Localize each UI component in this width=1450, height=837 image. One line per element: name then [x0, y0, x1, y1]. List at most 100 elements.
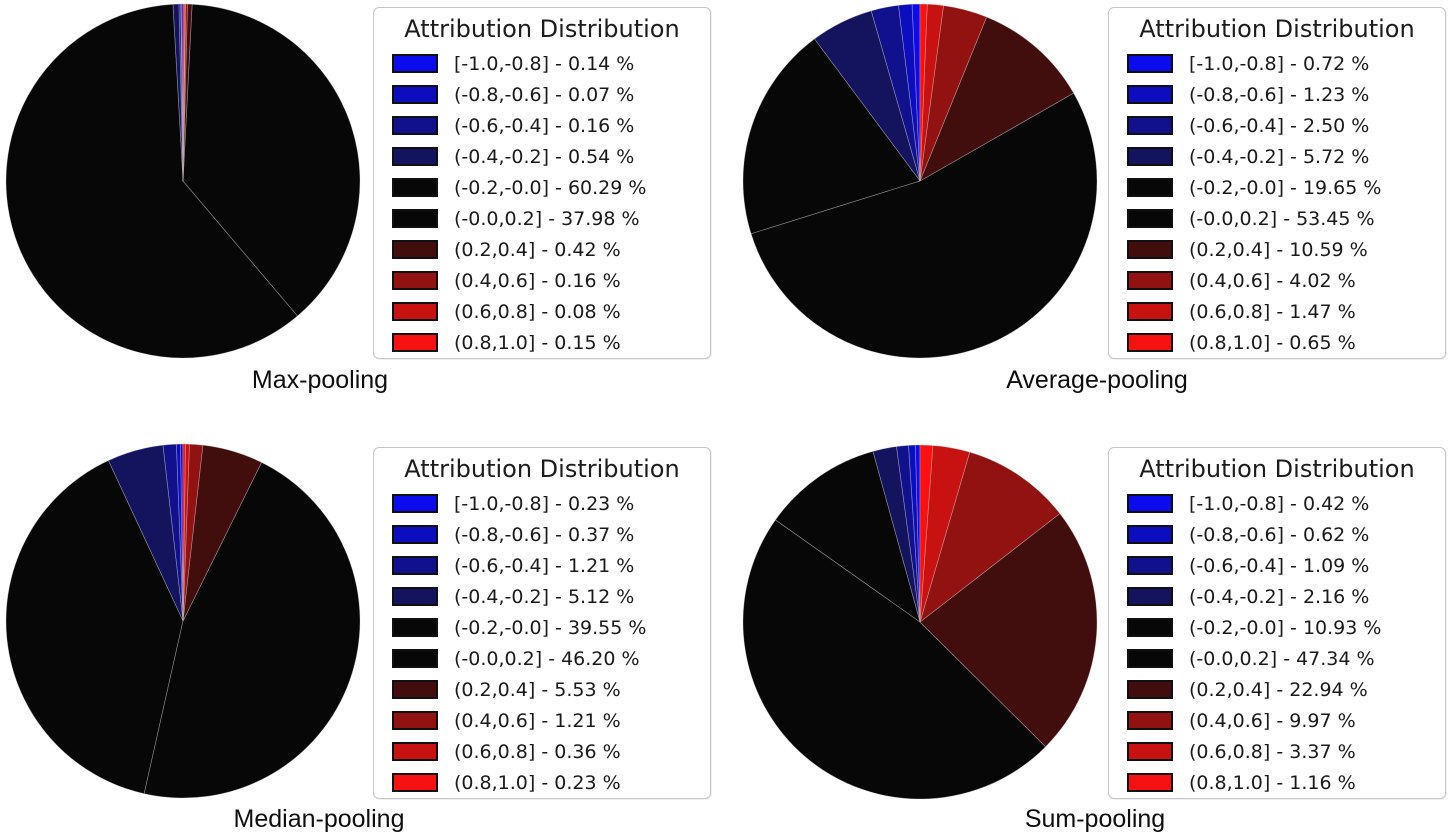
pie-slice	[896, 445, 921, 623]
pie-slice	[180, 3, 184, 182]
pie-slice	[182, 443, 204, 622]
legend-swatch	[392, 525, 438, 544]
legend-item: (0.6,0.8] - 1.47 %	[1127, 296, 1445, 327]
legend-label: (-0.6,-0.4] - 0.16 %	[454, 114, 635, 137]
pie-slice	[182, 3, 186, 182]
legend-label: (0.4,0.6] - 9.97 %	[1189, 709, 1356, 732]
legend-item: (0.2,0.4] - 10.59 %	[1127, 234, 1445, 265]
legend-label: (0.8,1.0] - 0.15 %	[454, 331, 621, 354]
legend-swatch	[392, 618, 438, 637]
legend-label: (-0.8,-0.6] - 1.23 %	[1189, 83, 1370, 106]
pie-slice	[182, 444, 262, 622]
pie-slice	[742, 38, 921, 235]
legend-label: (0.4,0.6] - 4.02 %	[1189, 269, 1356, 292]
legend-label: [-1.0,-0.8] - 0.72 %	[1189, 52, 1370, 75]
legend-label: (0.2,0.4] - 5.53 %	[454, 678, 621, 701]
legend-swatch	[1127, 209, 1173, 228]
pie-slice	[180, 443, 184, 622]
pie-slice	[919, 445, 971, 623]
legend-item: (-0.2,-0.0] - 60.29 %	[392, 172, 710, 203]
legend-swatch	[1127, 525, 1173, 544]
legend-swatch	[1127, 587, 1173, 606]
legend-label: (-0.0,0.2] - 46.20 %	[454, 647, 640, 670]
pie-slice	[775, 451, 921, 623]
legend-swatch	[392, 116, 438, 135]
legend-item: (0.8,1.0] - 0.23 %	[392, 767, 710, 798]
legend-label: (-0.6,-0.4] - 1.09 %	[1189, 554, 1370, 577]
pie-chart-sum-pooling	[742, 444, 1098, 800]
legend-label: (0.8,1.0] - 0.65 %	[1189, 331, 1356, 354]
pie-slice	[919, 5, 987, 182]
legend-swatch	[1127, 649, 1173, 668]
legend-label: (0.8,1.0] - 0.23 %	[454, 771, 621, 794]
pie-slice	[898, 3, 921, 182]
legend-items: [-1.0,-0.8] - 0.14 % (-0.8,-0.6] - 0.07 %…	[374, 48, 710, 358]
pie-slice	[919, 3, 928, 182]
legend-item: (-0.0,0.2] - 53.45 %	[1127, 203, 1445, 234]
pie-slice	[919, 444, 934, 623]
pie-slice	[107, 444, 184, 622]
pie-slice	[172, 3, 184, 182]
legend-label: (0.6,0.8] - 3.37 %	[1189, 740, 1356, 763]
legend-swatch	[1127, 742, 1173, 761]
legend-swatch	[392, 54, 438, 73]
legend-swatch	[392, 147, 438, 166]
legend-swatch	[392, 178, 438, 197]
legend-item: (-0.4,-0.2] - 0.54 %	[392, 141, 710, 172]
legend-item: (-0.4,-0.2] - 5.72 %	[1127, 141, 1445, 172]
legend-label: (0.2,0.4] - 10.59 %	[1189, 238, 1368, 261]
pie-slice	[181, 3, 184, 182]
legend-swatch	[392, 333, 438, 352]
legend-item: (0.8,1.0] - 1.16 %	[1127, 767, 1445, 798]
legend-swatch	[392, 85, 438, 104]
legend-item: (0.4,0.6] - 0.16 %	[392, 265, 710, 296]
pie-slice	[872, 446, 921, 623]
legend-title: Attribution Distribution	[1139, 15, 1415, 43]
chart-caption-max-pooling: Max-pooling	[251, 366, 389, 394]
legend-average-pooling: Attribution Distribution [-1.0,-0.8] - 0…	[1108, 7, 1446, 359]
pie-slice	[182, 3, 187, 182]
legend-item: (-0.4,-0.2] - 2.16 %	[1127, 581, 1445, 612]
legend-swatch	[1127, 178, 1173, 197]
legend-item: (0.8,1.0] - 0.15 %	[392, 327, 710, 358]
legend-label: (-0.2,-0.0] - 10.93 %	[1189, 616, 1382, 639]
legend-item: (0.6,0.8] - 3.37 %	[1127, 736, 1445, 767]
legend-swatch	[1127, 618, 1173, 637]
pie-slice	[182, 443, 190, 622]
pie-slice	[175, 443, 184, 622]
pie-chart-max-pooling	[5, 3, 361, 359]
legend-median-pooling: Attribution Distribution [-1.0,-0.8] - 0…	[373, 447, 711, 799]
legend-item: [-1.0,-0.8] - 0.14 %	[392, 48, 710, 79]
legend-swatch	[1127, 494, 1173, 513]
pie-slice	[750, 92, 1098, 359]
chart-caption-average-pooling: Average-pooling	[1006, 366, 1188, 394]
legend-swatch	[392, 209, 438, 228]
legend-label: (-0.0,0.2] - 47.34 %	[1189, 647, 1375, 670]
legend-item: (-0.8,-0.6] - 1.23 %	[1127, 79, 1445, 110]
legend-swatch	[1127, 711, 1173, 730]
pie-slice	[919, 16, 1074, 182]
legend-item: (-0.8,-0.6] - 0.07 %	[392, 79, 710, 110]
legend-items: [-1.0,-0.8] - 0.72 % (-0.8,-0.6] - 1.23 %…	[1109, 48, 1445, 358]
legend-swatch	[392, 271, 438, 290]
legend-item: (-0.6,-0.4] - 0.16 %	[392, 110, 710, 141]
legend-swatch	[392, 680, 438, 699]
legend-item: [-1.0,-0.8] - 0.72 %	[1127, 48, 1445, 79]
pie-slice	[742, 519, 1046, 800]
legend-label: (-0.6,-0.4] - 1.21 %	[454, 554, 635, 577]
legend-item: (-0.0,0.2] - 46.20 %	[392, 643, 710, 674]
pie-slice	[143, 462, 361, 799]
legend-item: (-0.6,-0.4] - 2.50 %	[1127, 110, 1445, 141]
legend-label: (-0.0,0.2] - 53.45 %	[1189, 207, 1375, 230]
pie-slice	[919, 513, 1098, 748]
legend-item: (0.4,0.6] - 4.02 %	[1127, 265, 1445, 296]
legend-item: (-0.0,0.2] - 37.98 %	[392, 203, 710, 234]
legend-swatch	[1127, 773, 1173, 792]
pie-slice	[870, 4, 921, 182]
legend-label: (0.4,0.6] - 1.21 %	[454, 709, 621, 732]
legend-item: (0.4,0.6] - 9.97 %	[1127, 705, 1445, 736]
chart-caption-sum-pooling: Sum-pooling	[1024, 805, 1166, 833]
legend-item: (-0.2,-0.0] - 39.55 %	[392, 612, 710, 643]
pie-slice	[911, 3, 921, 182]
legend-title: Attribution Distribution	[404, 15, 680, 43]
